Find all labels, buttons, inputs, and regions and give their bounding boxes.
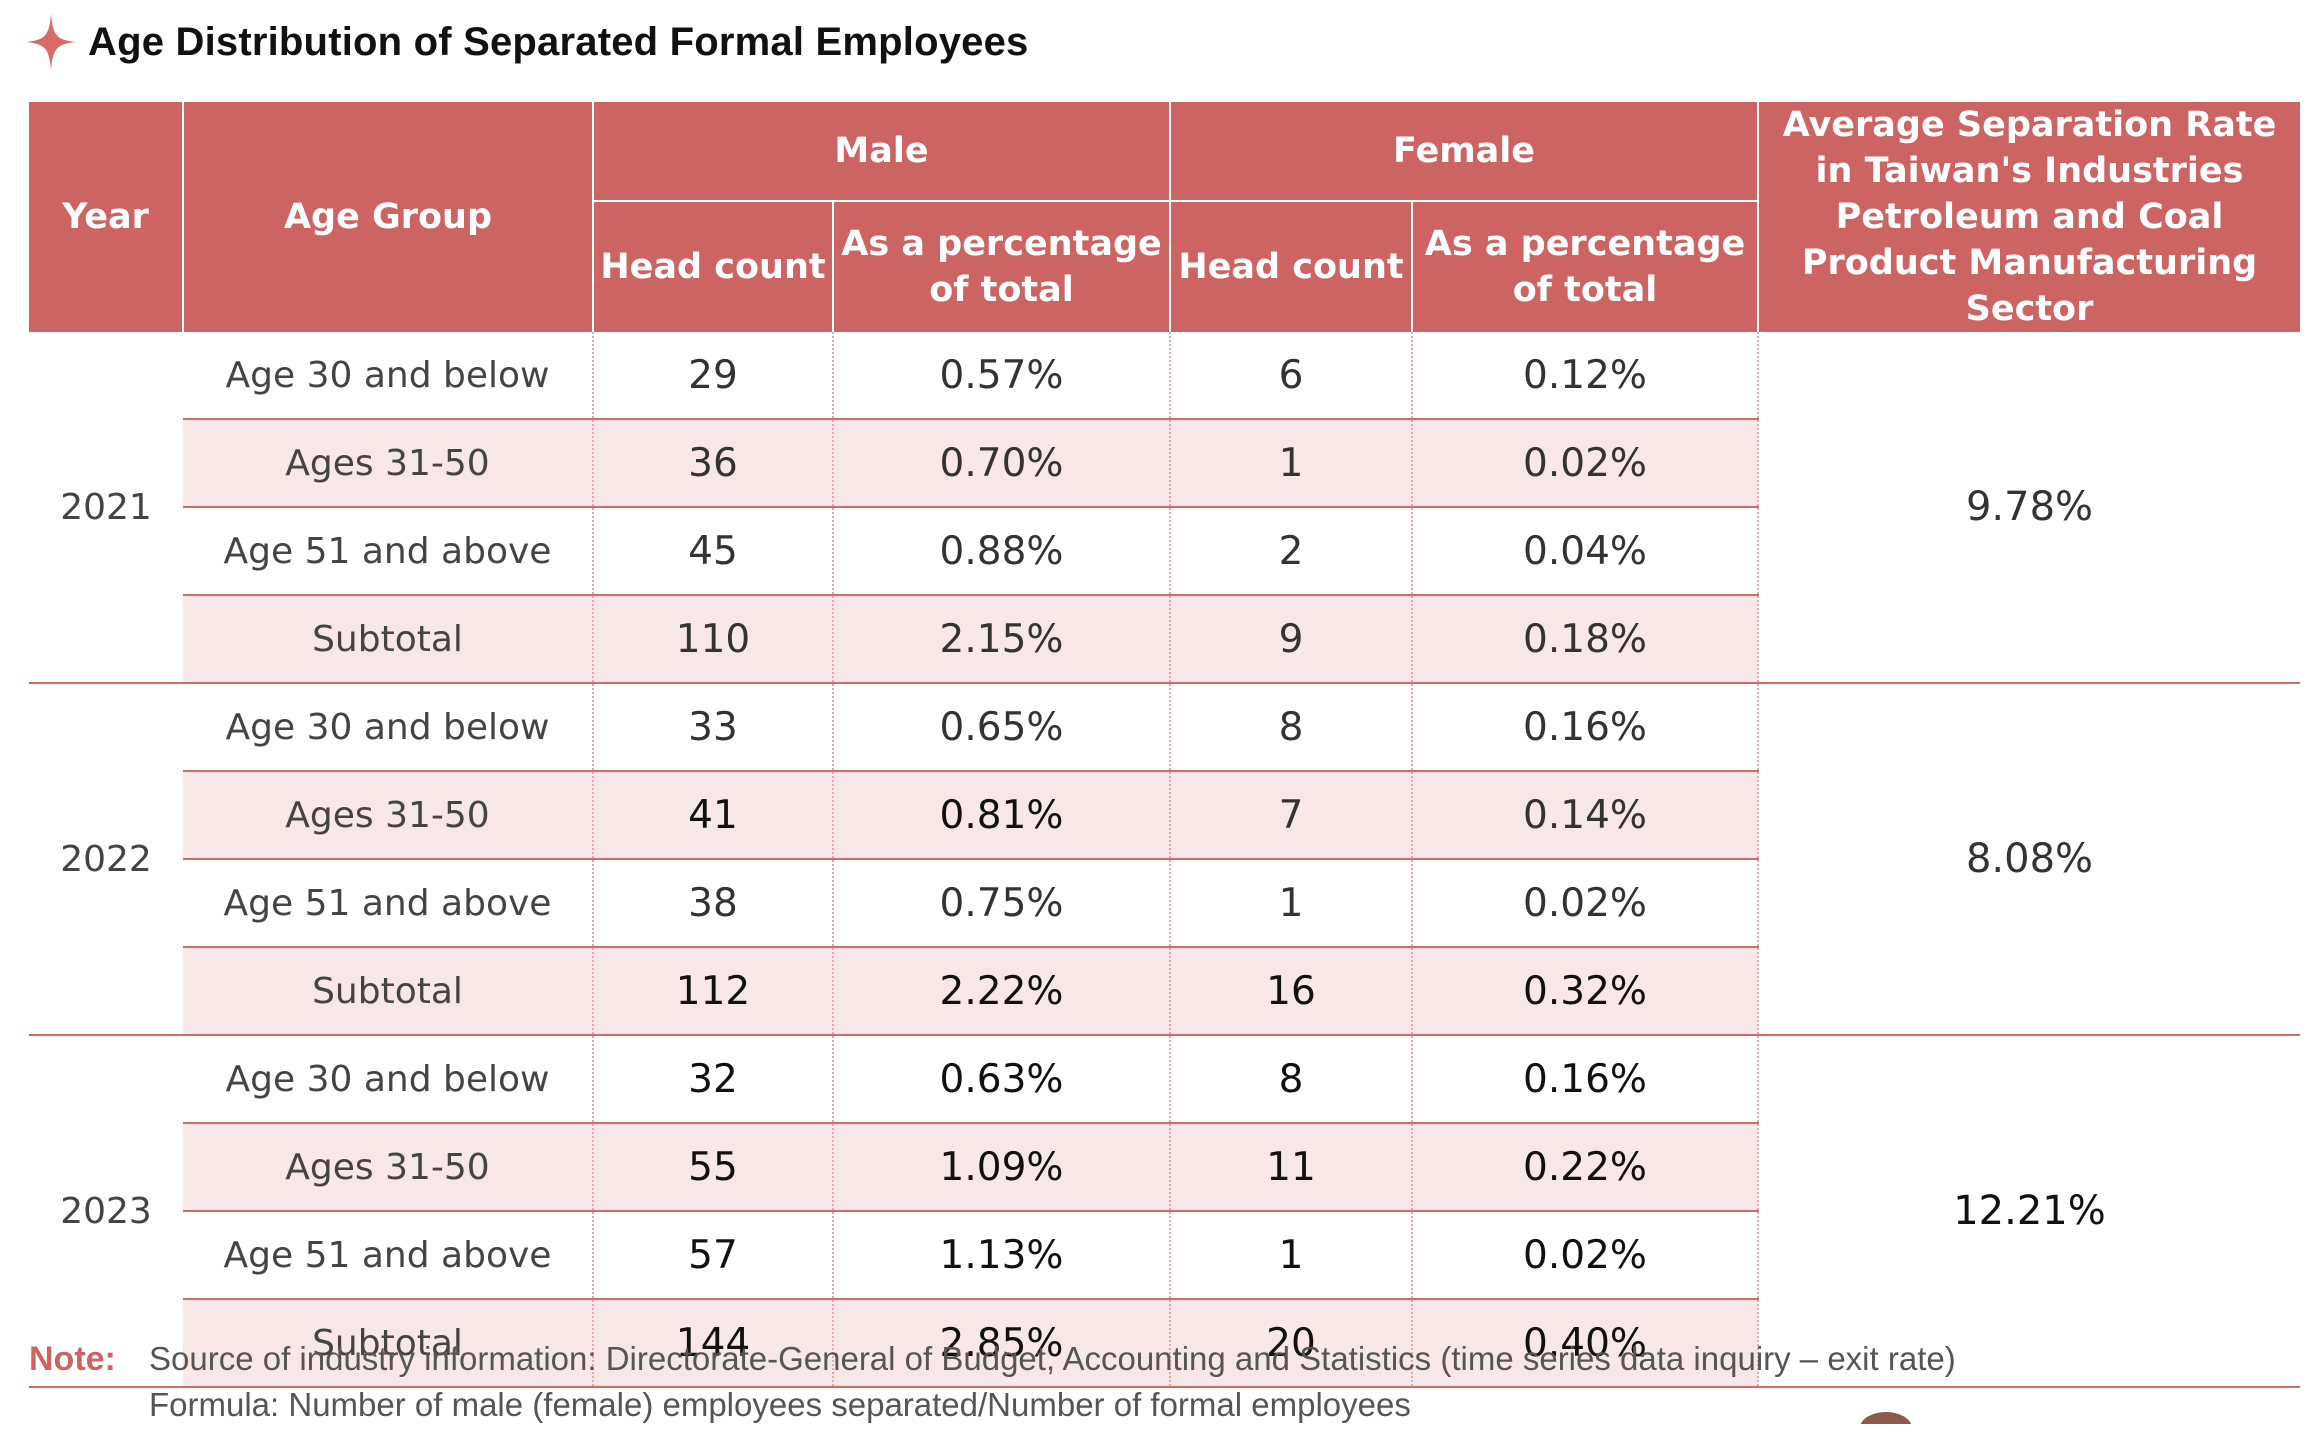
title-row: Age Distribution of Separated Formal Emp… (24, 14, 1029, 70)
male-head-count-cell: 33 (592, 683, 833, 772)
year-2022-group: 2022 Age 30 and below 33 0.65% 8 0.16% 8… (29, 683, 2300, 1036)
table-row: Age 51 and above 57 1.13% 1 0.02% (29, 1211, 2300, 1300)
male-percentage-cell: 2.22% (832, 947, 1170, 1036)
female-head-count-cell: 1 (1169, 859, 1412, 948)
female-head-count-cell: 6 (1169, 332, 1412, 420)
year-2021-group: 2021 Age 30 and below 29 0.57% 6 0.12% 9… (29, 332, 2300, 684)
average-rate-cell: 9.78% (1757, 332, 2300, 684)
male-head-count-cell: 41 (592, 771, 833, 860)
male-head-count-cell: 112 (592, 947, 833, 1036)
table-row-subtotal: Subtotal 110 2.15% 9 0.18% (29, 595, 2300, 684)
female-head-count-cell: 1 (1169, 1211, 1412, 1300)
year-cell: 2021 (29, 332, 183, 684)
header-male-head-count: Head count (593, 201, 834, 332)
page-title: Age Distribution of Separated Formal Emp… (88, 19, 1029, 64)
year-2023-group: 2023 Age 30 and below 32 0.63% 8 0.16% 1… (29, 1035, 2300, 1388)
male-percentage-cell: 2.85% (832, 1299, 1170, 1388)
year-cell: 2023 (29, 1035, 183, 1388)
male-head-count-cell: 57 (592, 1211, 833, 1300)
male-percentage-cell: 0.65% (832, 683, 1170, 772)
female-head-count-cell: 7 (1169, 771, 1412, 860)
male-head-count-cell: 32 (592, 1035, 833, 1124)
male-head-count-cell: 29 (592, 332, 833, 420)
age-group-cell: Ages 31-50 (183, 1123, 593, 1212)
table-row: 2023 Age 30 and below 32 0.63% 8 0.16% 1… (29, 1035, 2300, 1388)
female-percentage-cell: 0.16% (1411, 1035, 1758, 1124)
note-source-text: Source of industry information: Director… (149, 1340, 1956, 1377)
female-percentage-cell: 0.02% (1411, 859, 1758, 948)
female-head-count-cell: 20 (1169, 1299, 1412, 1388)
table-row: 2022 Age 30 and below 33 0.65% 8 0.16% 8… (29, 683, 2300, 1036)
note-label: Note: (29, 1340, 116, 1378)
age-group-cell: Ages 31-50 (183, 419, 593, 508)
female-head-count-cell: 8 (1169, 683, 1412, 772)
female-percentage-cell: 0.22% (1411, 1123, 1758, 1212)
male-head-count-cell: 38 (592, 859, 833, 948)
female-head-count-cell: 2 (1169, 507, 1412, 596)
male-percentage-cell: 0.57% (832, 332, 1170, 420)
age-group-cell: Subtotal (183, 947, 593, 1036)
female-percentage-cell: 0.14% (1411, 771, 1758, 860)
female-percentage-cell: 0.12% (1411, 332, 1758, 420)
header-female: Female (1170, 102, 1759, 203)
header-female-head-count: Head count (1170, 201, 1413, 332)
male-percentage-cell: 0.81% (832, 771, 1170, 860)
male-head-count-cell: 110 (592, 595, 833, 684)
table-row: Ages 31-50 36 0.70% 1 0.02% (29, 419, 2300, 508)
female-percentage-cell: 0.02% (1411, 419, 1758, 508)
male-percentage-cell: 0.63% (832, 1035, 1170, 1124)
header-age-group: Age Group (183, 102, 594, 332)
age-group-cell: Age 51 and above (183, 507, 593, 596)
note-formula-text: Formula: Number of male (female) employe… (149, 1386, 1411, 1423)
mascot-icon (1856, 1410, 1916, 1424)
table-row-subtotal: Subtotal 112 2.22% 16 0.32% (29, 947, 2300, 1036)
female-percentage-cell: 0.40% (1411, 1299, 1758, 1388)
table-row: 2021 Age 30 and below 29 0.57% 6 0.12% 9… (29, 332, 2300, 684)
year-cell: 2022 (29, 683, 183, 1036)
female-percentage-cell: 0.16% (1411, 683, 1758, 772)
average-rate-cell: 12.21% (1757, 1035, 2300, 1388)
header-male: Male (593, 102, 1171, 203)
female-percentage-cell: 0.04% (1411, 507, 1758, 596)
male-head-count-cell: 144 (592, 1299, 833, 1388)
table-row: Ages 31-50 55 1.09% 11 0.22% (29, 1123, 2300, 1212)
female-head-count-cell: 8 (1169, 1035, 1412, 1124)
female-head-count-cell: 9 (1169, 595, 1412, 684)
table-row: Ages 31-50 41 0.81% 7 0.14% (29, 771, 2300, 860)
age-group-cell: Age 30 and below (183, 683, 593, 772)
age-group-cell: Age 51 and above (183, 859, 593, 948)
age-group-cell: Subtotal (183, 1299, 593, 1388)
male-head-count-cell: 55 (592, 1123, 833, 1212)
male-percentage-cell: 1.13% (832, 1211, 1170, 1300)
header-female-percentage: As a percentage of total (1412, 201, 1759, 332)
male-percentage-cell: 2.15% (832, 595, 1170, 684)
female-head-count-cell: 16 (1169, 947, 1412, 1036)
male-head-count-cell: 45 (592, 507, 833, 596)
female-head-count-cell: 11 (1169, 1123, 1412, 1212)
male-head-count-cell: 36 (592, 419, 833, 508)
header-average-separation-rate: Average Separation Rate in Taiwan's Indu… (1758, 102, 2300, 332)
table-row: Age 51 and above 45 0.88% 2 0.04% (29, 507, 2300, 596)
female-percentage-cell: 0.18% (1411, 595, 1758, 684)
male-percentage-cell: 0.75% (832, 859, 1170, 948)
separation-table: Year Age Group Male Female Average Separ… (29, 102, 2300, 1388)
age-group-cell: Age 30 and below (183, 1035, 593, 1124)
male-percentage-cell: 1.09% (832, 1123, 1170, 1212)
female-percentage-cell: 0.02% (1411, 1211, 1758, 1300)
sparkle-star-icon (26, 14, 76, 70)
female-percentage-cell: 0.32% (1411, 947, 1758, 1036)
table-row: Age 51 and above 38 0.75% 1 0.02% (29, 859, 2300, 948)
header-year: Year (29, 102, 184, 332)
average-rate-cell: 8.08% (1757, 683, 2300, 1036)
male-percentage-cell: 0.88% (832, 507, 1170, 596)
age-group-cell: Age 30 and below (183, 332, 593, 420)
age-group-cell: Age 51 and above (183, 1211, 593, 1300)
female-head-count-cell: 1 (1169, 419, 1412, 508)
header-male-percentage: As a percentage of total (833, 201, 1171, 332)
male-percentage-cell: 0.70% (832, 419, 1170, 508)
age-group-cell: Subtotal (183, 595, 593, 684)
table-row-subtotal: Subtotal 144 2.85% 20 0.40% (29, 1299, 2300, 1388)
age-group-cell: Ages 31-50 (183, 771, 593, 860)
